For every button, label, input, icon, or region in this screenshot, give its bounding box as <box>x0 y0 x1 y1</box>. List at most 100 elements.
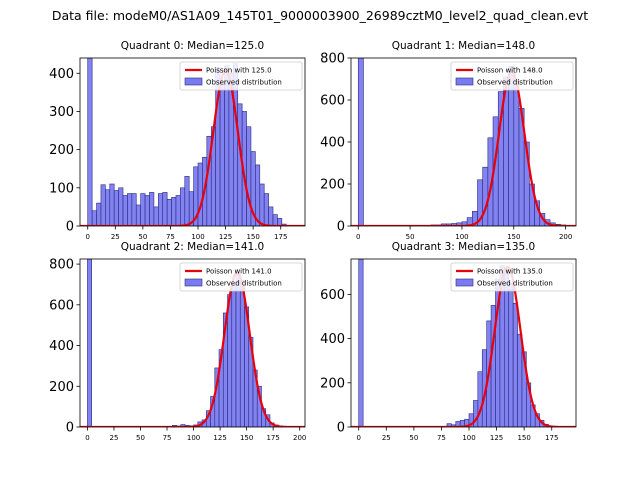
histogram-bar <box>263 193 269 226</box>
y-tick-label: 200 <box>320 376 345 391</box>
subplot-quadrant-3: Quadrant 3: Median=135.0 0 25 50 75 100 125 150… <box>320 241 577 442</box>
legend-box <box>450 61 574 91</box>
histogram-bar <box>504 267 510 427</box>
y-tick-label: 600 <box>320 288 345 303</box>
histogram-bar <box>87 259 92 427</box>
x-tick-label: 175 <box>274 233 287 241</box>
histogram-bar <box>180 187 186 226</box>
histogram-bar <box>175 195 181 226</box>
subplot-grid: Quadrant 0: Median=125.0 0 25 50 75 100 125 150… <box>49 40 577 442</box>
histogram-bar <box>482 166 489 226</box>
x-tick-label: 75 <box>437 434 446 442</box>
histogram-bar <box>184 176 190 226</box>
x-tick-label: 150 <box>246 233 259 241</box>
axes-frame <box>350 258 577 428</box>
x-tick-label: 75 <box>163 434 172 442</box>
subplot-quadrant-2: Quadrant 2: Median=141.0 0 25 50 75 100 125 150… <box>49 241 306 442</box>
y-tick-label: 100 <box>49 181 74 196</box>
legend-line-label: Poisson with 135.0 <box>477 268 543 276</box>
histogram-bar <box>219 80 225 226</box>
axes-frame <box>79 57 306 227</box>
x-tick-label: 150 <box>240 434 253 442</box>
plot-area <box>351 58 576 226</box>
x-tick-label: 150 <box>517 434 530 442</box>
legend: Poisson with 141.0 Observed distribution <box>179 262 303 292</box>
x-tick-label: 25 <box>110 434 119 442</box>
y-tick-label: 400 <box>49 339 74 354</box>
histogram-bar <box>277 218 283 226</box>
x-tick-label: 50 <box>406 233 415 241</box>
poisson-curve <box>80 271 305 427</box>
histogram-bar <box>162 192 168 226</box>
poisson-curve <box>351 70 576 226</box>
x-tick-label: 0 <box>356 434 360 442</box>
y-tick-label: 200 <box>49 143 74 158</box>
x-tick-label: 75 <box>166 233 175 241</box>
x-tick-label: 175 <box>266 434 279 442</box>
x-tick-label: 0 <box>356 233 360 241</box>
histogram-bar <box>109 183 115 226</box>
y-tick-label: 0 <box>337 220 345 235</box>
x-tick-label: 0 <box>85 434 89 442</box>
histogram-bar <box>87 58 93 226</box>
histogram-bar <box>358 259 364 427</box>
x-tick-label: 100 <box>455 233 468 241</box>
legend-line-label: Poisson with 141.0 <box>206 268 272 276</box>
y-tick-label: 400 <box>320 332 345 347</box>
histogram-bar <box>105 189 111 226</box>
x-tick-label: 100 <box>191 233 204 241</box>
histogram-bar <box>197 162 203 226</box>
legend-bar-label: Observed distribution <box>477 79 553 87</box>
legend-bar-swatch <box>455 278 474 287</box>
legend: Poisson with 148.0 Observed distribution <box>450 61 574 91</box>
legend-line-label: Poisson with 125.0 <box>206 67 272 75</box>
y-tick-label: 200 <box>320 178 345 193</box>
x-tick-label: 175 <box>545 434 558 442</box>
histogram-bar <box>357 58 364 226</box>
histogram-bar <box>131 193 137 226</box>
legend-bar-label: Observed distribution <box>206 79 282 87</box>
histogram-bar <box>113 190 119 226</box>
histogram-bar <box>158 193 164 226</box>
histogram-bar <box>268 206 274 226</box>
y-tick-label: 400 <box>49 67 74 82</box>
histogram-bar <box>513 78 520 226</box>
subplot-title: Quadrant 0: Median=125.0 <box>121 40 264 52</box>
axes-frame <box>79 258 306 428</box>
figure-suptitle: Data file: modeM0/AS1A09_145T01_90000039… <box>52 8 588 23</box>
legend-bar-swatch <box>184 77 203 86</box>
y-tick-label: 400 <box>320 136 345 151</box>
subplot-title: Quadrant 1: Median=148.0 <box>392 40 535 52</box>
histogram-bar <box>477 371 483 427</box>
y-tick-label: 0 <box>66 421 74 436</box>
legend: Poisson with 125.0 Observed distribution <box>179 61 303 91</box>
histogram-bar <box>100 184 106 226</box>
x-tick-label: 150 <box>507 233 520 241</box>
plot-area <box>351 259 576 427</box>
histogram-bar <box>227 294 233 427</box>
y-tick-label: 0 <box>337 421 345 436</box>
histogram-bar <box>272 214 278 226</box>
histogram-bar <box>512 302 518 427</box>
histogram-bar <box>246 126 252 226</box>
y-tick-label: 600 <box>49 298 74 313</box>
x-tick-label: 100 <box>462 434 475 442</box>
x-tick-label: 125 <box>213 434 226 442</box>
histogram-bar <box>239 280 245 427</box>
histogram-bar <box>91 210 97 226</box>
x-tick-label: 200 <box>559 233 572 241</box>
x-tick-label: 50 <box>138 233 147 241</box>
y-tick-label: 800 <box>320 52 345 67</box>
x-tick-label: 100 <box>187 434 200 442</box>
legend: Poisson with 135.0 Observed distribution <box>450 262 574 292</box>
histogram-bar <box>140 193 146 226</box>
histogram-bar <box>96 202 102 226</box>
poisson-curve <box>351 265 576 427</box>
legend-box <box>179 61 303 91</box>
histogram-bar <box>235 273 241 427</box>
legend-bar-swatch <box>184 278 203 287</box>
histogram-bar <box>166 198 172 226</box>
subplot-quadrant-1: Quadrant 1: Median=148.0 0 50 100 150 200 0 200… <box>320 40 577 241</box>
histogram-bar <box>144 195 150 226</box>
